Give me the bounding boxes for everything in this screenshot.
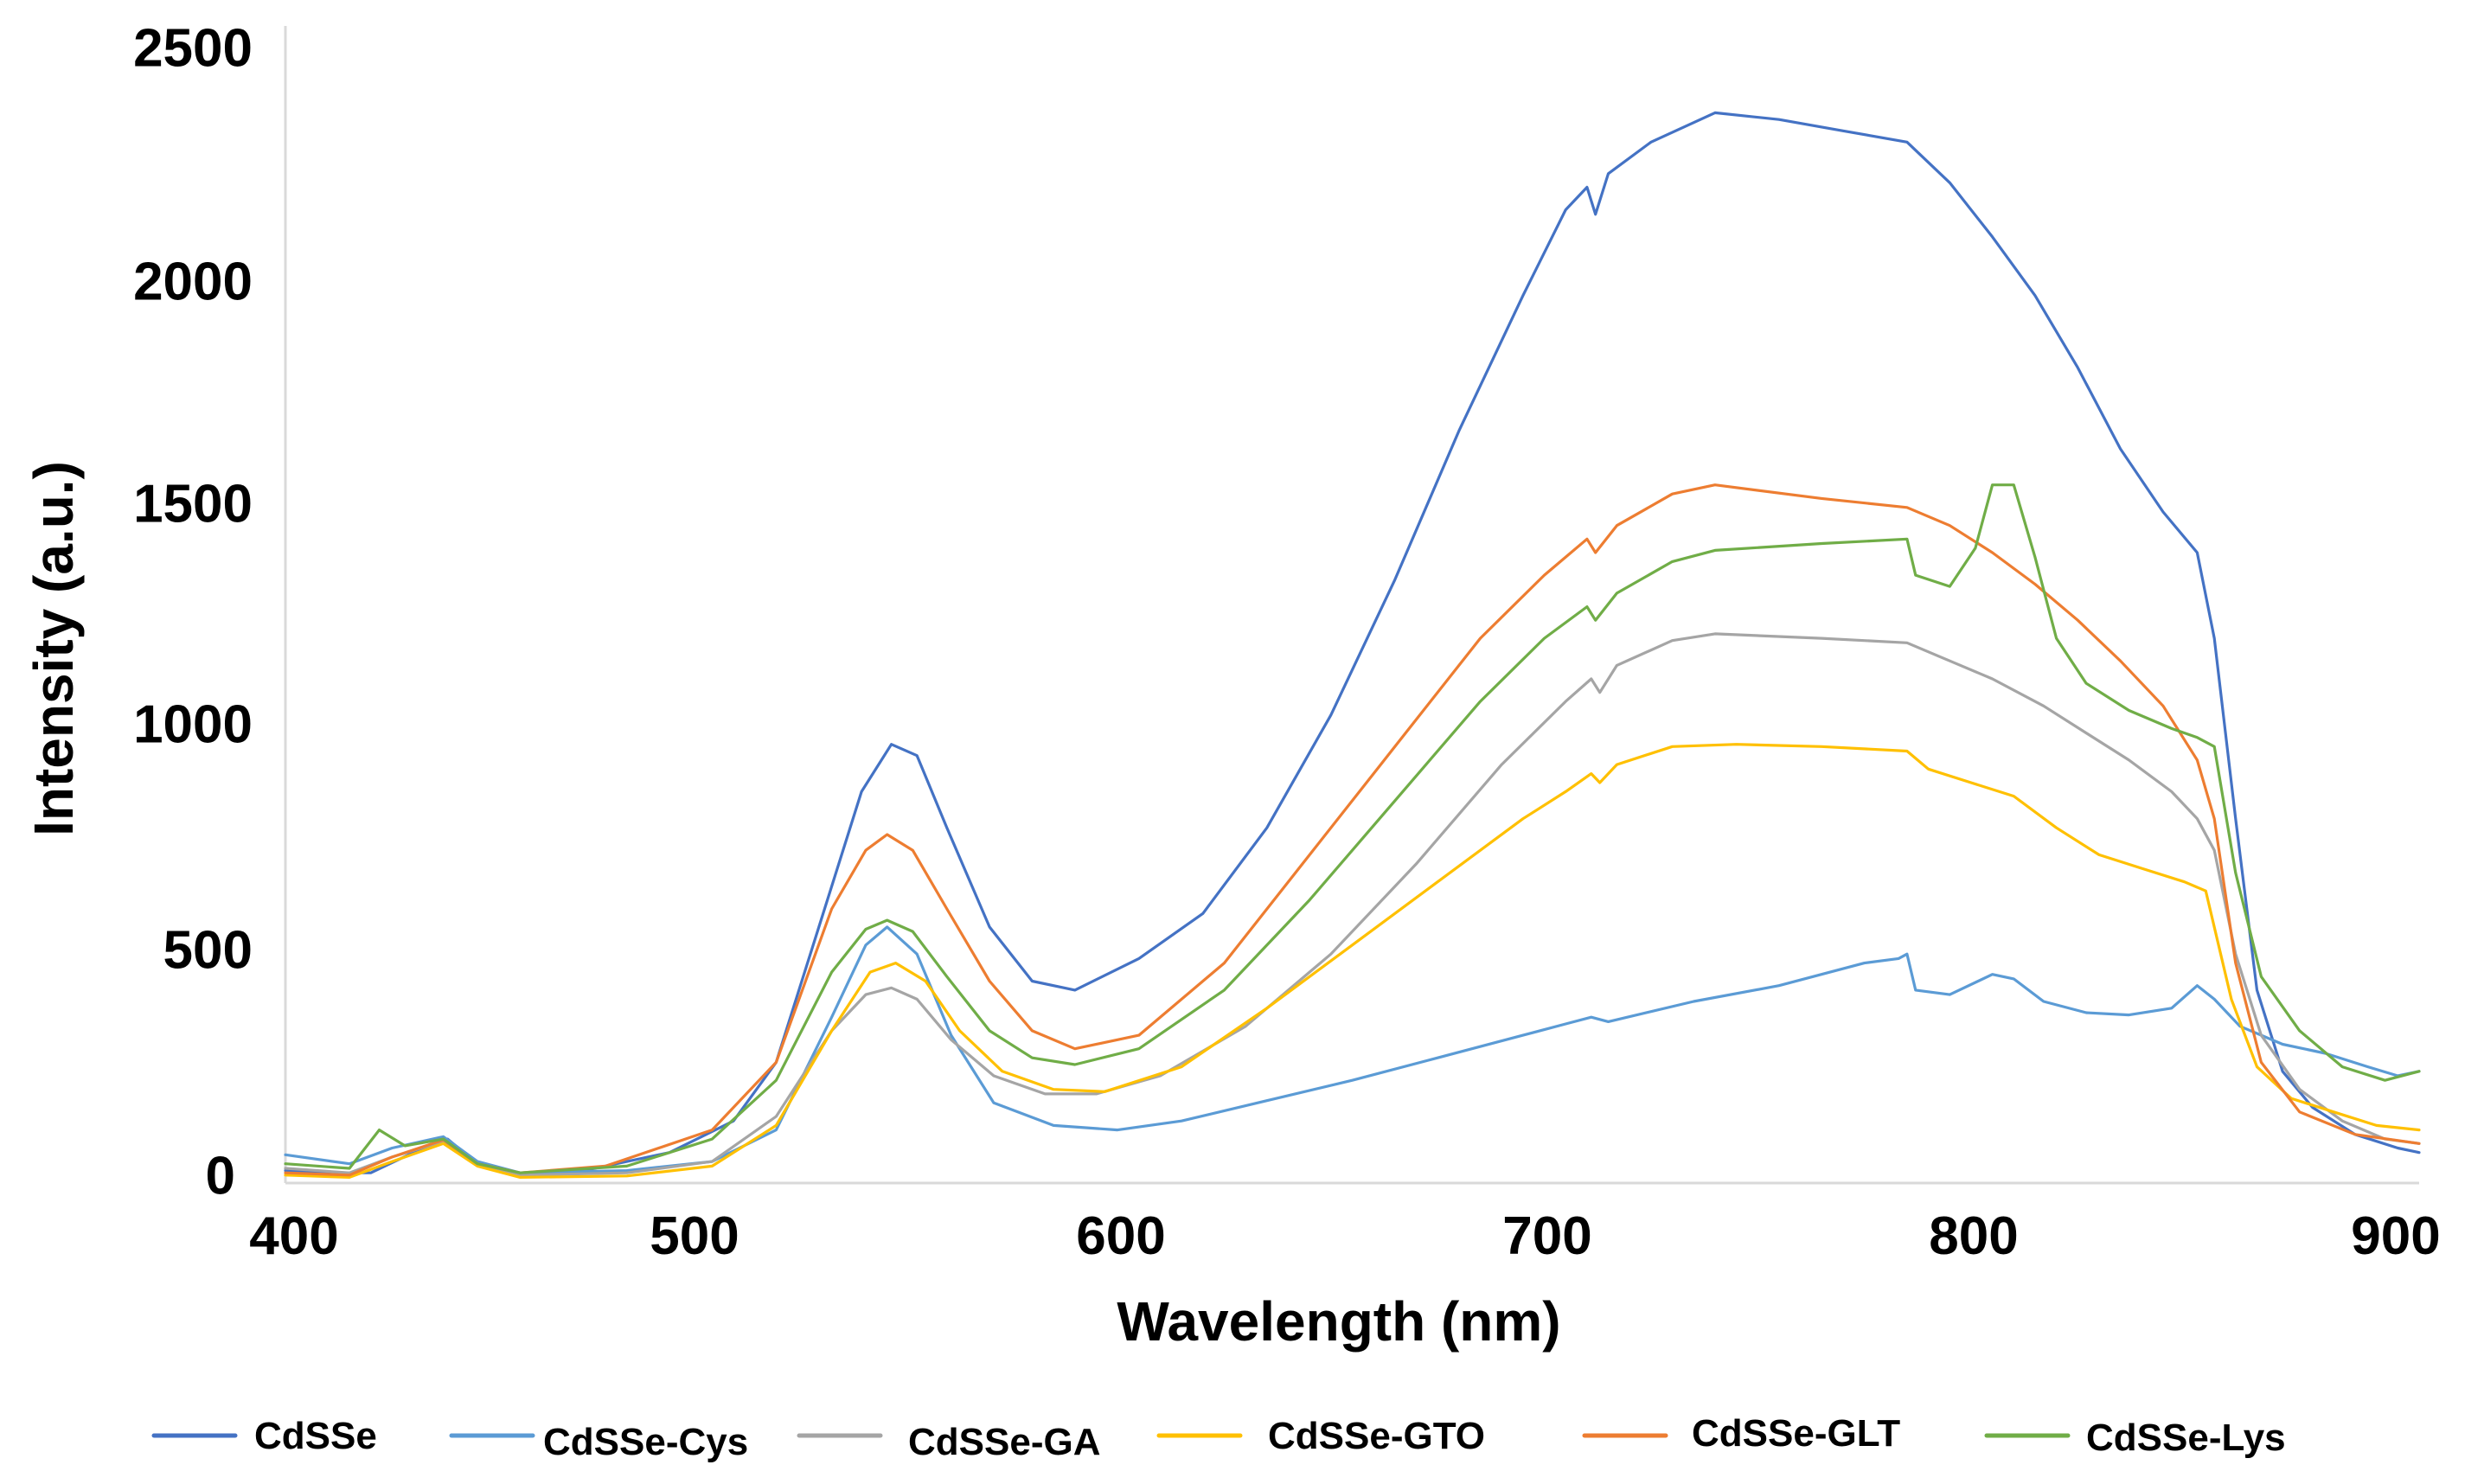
x-tick-label-900: 900 — [2351, 1206, 2440, 1266]
legend-label-cdsse-glt: CdSSe-GLT — [1692, 1412, 1900, 1455]
legend-item-cdsse[interactable]: CdSSe — [151, 1415, 377, 1457]
y-axis-title: Intensity (a.u.) — [22, 461, 85, 836]
y-tick-label-1500: 1500 — [133, 474, 253, 534]
x-tick-label-500: 500 — [650, 1206, 739, 1266]
y-tick-label-1000: 1000 — [133, 694, 253, 754]
legend-item-cdsse-glt[interactable]: CdSSe-GLT — [1582, 1412, 1900, 1455]
legend-item-cdsse-ga[interactable]: CdSSe-GA — [797, 1421, 1100, 1463]
legend-label-cdsse-ga: CdSSe-GA — [908, 1421, 1100, 1463]
legend-label-cdsse-gto: CdSSe-GTO — [1268, 1415, 1485, 1457]
x-axis-title: Wavelength (nm) — [1117, 1290, 1560, 1353]
legend-item-cdsse-cys[interactable]: CdSSe-Cys — [449, 1421, 748, 1463]
x-axis: 400 500 600 700 800 900 — [249, 1181, 2441, 1266]
y-tick-label-0: 0 — [206, 1146, 235, 1206]
y-axis: 0 500 1000 1500 2000 2500 — [133, 18, 287, 1206]
series-line-cdsse-glt — [284, 483, 2421, 1177]
series-line-cdsse-gto — [284, 743, 2421, 1179]
x-tick-label-800: 800 — [1929, 1206, 2018, 1266]
legend-item-cdsse-gto[interactable]: CdSSe-GTO — [1156, 1415, 1485, 1457]
x-tick-label-400: 400 — [249, 1206, 338, 1266]
legend-label-cdsse: CdSSe — [254, 1415, 377, 1457]
series-line-cdsse-cys — [284, 925, 2421, 1174]
legend: CdSSe CdSSe-Cys CdSSe-GA CdSSe-GTO CdSSe… — [151, 1412, 2286, 1463]
legend-label-cdsse-cys: CdSSe-Cys — [543, 1421, 748, 1463]
series-line-cdsse-ga — [284, 632, 2421, 1177]
y-tick-label-2500: 2500 — [133, 18, 253, 78]
y-tick-label-2000: 2000 — [133, 252, 253, 311]
series-line-cdsse-lys — [284, 483, 2421, 1174]
x-tick-label-700: 700 — [1502, 1206, 1591, 1266]
series-group — [284, 111, 2421, 1179]
y-tick-label-500: 500 — [163, 920, 253, 980]
series-line-cdsse — [284, 111, 2421, 1174]
legend-item-cdsse-lys[interactable]: CdSSe-Lys — [1984, 1417, 2286, 1459]
x-tick-label-600: 600 — [1076, 1206, 1165, 1266]
legend-label-cdsse-lys: CdSSe-Lys — [2086, 1417, 2286, 1459]
